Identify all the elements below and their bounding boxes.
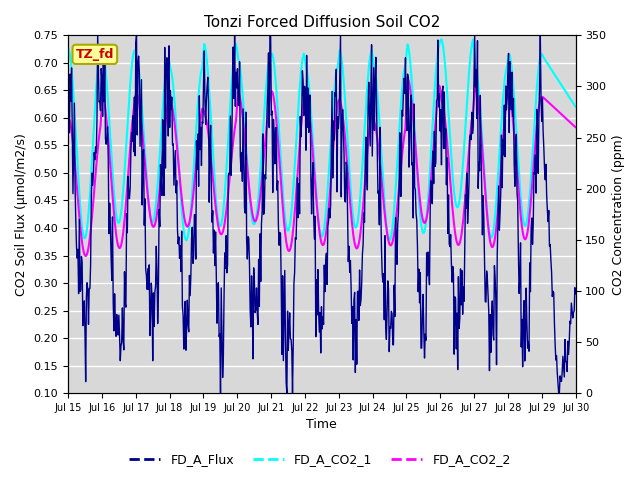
FD_A_Flux (205, 101, 212, 107)
FD_A_CO2_2 (82, 253, 90, 259)
FD_A_CO2_1 (399, 80, 406, 86)
Text: TZ_fd: TZ_fd (76, 48, 114, 61)
FD_A_CO2_2 (74, 189, 81, 194)
Y-axis label: CO2 Soil Flux (μmol/m2/s): CO2 Soil Flux (μmol/m2/s) (15, 133, 28, 296)
FD_A_CO2_2 (384, 235, 392, 240)
Line: FD_A_Flux: FD_A_Flux (68, 36, 575, 393)
FD_A_Flux (399, 93, 407, 98)
Y-axis label: CO2 Concentration (ppm): CO2 Concentration (ppm) (612, 134, 625, 295)
FD_A_Flux (64, 83, 72, 88)
FD_A_Flux (217, 390, 225, 396)
FD_A_CO2_1 (572, 104, 579, 109)
FD_A_CO2_2 (572, 124, 579, 130)
FD_A_Flux (126, 186, 134, 192)
FD_A_Flux (385, 287, 392, 292)
Legend: FD_A_Flux, FD_A_CO2_1, FD_A_CO2_2: FD_A_Flux, FD_A_CO2_1, FD_A_CO2_2 (124, 448, 516, 471)
FD_A_Flux (178, 228, 186, 234)
FD_A_CO2_1 (74, 156, 81, 162)
FD_A_CO2_2 (126, 145, 134, 151)
FD_A_CO2_2 (399, 146, 406, 152)
FD_A_CO2_2 (64, 115, 72, 120)
FD_A_CO2_2 (178, 194, 186, 200)
FD_A_CO2_2 (205, 132, 212, 138)
FD_A_CO2_1 (125, 92, 133, 97)
FD_A_Flux (74, 255, 81, 261)
FD_A_Flux (572, 291, 579, 297)
Line: FD_A_CO2_1: FD_A_CO2_1 (68, 39, 575, 240)
FD_A_CO2_2 (404, 74, 412, 80)
FD_A_CO2_1 (438, 36, 445, 42)
Title: Tonzi Forced Diffusion Soil CO2: Tonzi Forced Diffusion Soil CO2 (204, 15, 440, 30)
FD_A_CO2_1 (182, 237, 189, 243)
FD_A_CO2_1 (64, 45, 72, 51)
FD_A_Flux (94, 33, 102, 38)
FD_A_CO2_1 (177, 198, 185, 204)
Line: FD_A_CO2_2: FD_A_CO2_2 (68, 77, 575, 256)
FD_A_CO2_1 (205, 77, 212, 83)
FD_A_CO2_1 (384, 232, 392, 238)
X-axis label: Time: Time (307, 419, 337, 432)
